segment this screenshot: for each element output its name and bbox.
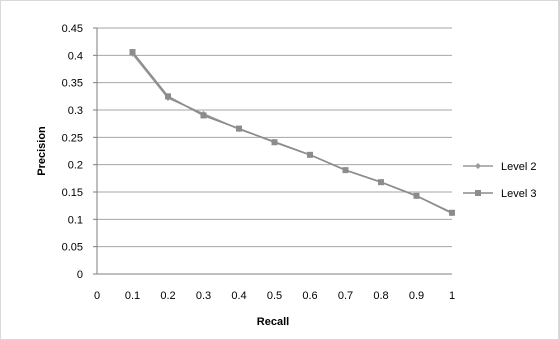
x-axis-title: Recall <box>257 316 289 328</box>
data-point-square <box>200 112 207 119</box>
data-point-square <box>236 125 242 132</box>
legend-label: Level 3 <box>501 188 536 200</box>
y-tick-label: 0.45 <box>62 23 83 35</box>
x-tick-label: 0.2 <box>160 290 175 302</box>
x-tick-label: 1 <box>449 290 455 302</box>
data-point-square <box>449 209 455 216</box>
axis-layer <box>93 27 452 275</box>
y-tick-label: 0 <box>77 269 83 281</box>
x-tick-label: 0.1 <box>125 290 140 302</box>
x-tick-label: 0.5 <box>267 290 282 302</box>
data-point-diamond <box>475 163 481 169</box>
y-axis-title: Precision <box>36 126 48 176</box>
data-point-square <box>378 179 384 186</box>
data-point-square <box>413 192 420 199</box>
y-tick-label: 0.05 <box>62 242 83 254</box>
y-tick-label: 0.35 <box>62 78 83 90</box>
y-tick-labels: 0 0.05 0.1 0.15 0.2 0.25 0.3 0.35 0.4 0.45 <box>62 23 83 281</box>
data-point-square <box>129 49 136 56</box>
data-point-square <box>165 93 171 100</box>
y-tick-label: 0.25 <box>62 132 83 144</box>
y-tick-label: 0.1 <box>68 214 83 226</box>
x-tick-labels: 0 0.1 0.2 0.3 0.4 0.5 0.6 0.7 0.8 0.9 1 <box>94 290 455 302</box>
x-tick-label: 0.8 <box>373 290 388 302</box>
series-line <box>131 53 453 215</box>
legend-item: Level 3 <box>463 188 536 200</box>
data-point-square <box>342 167 349 174</box>
series-line <box>131 51 453 214</box>
grid-layer <box>97 27 452 248</box>
y-tick-label: 0.2 <box>68 160 83 172</box>
data-point-square <box>271 139 278 146</box>
x-tick-label: 0 <box>94 290 100 302</box>
x-tick-label: 0.7 <box>338 290 353 302</box>
series-1 <box>129 49 455 216</box>
y-tick-label: 0.15 <box>62 187 83 199</box>
legend-label: Level 2 <box>501 161 536 173</box>
legend: Level 2 Level 3 <box>463 161 536 200</box>
x-tick-label: 0.3 <box>196 290 211 302</box>
legend-item: Level 2 <box>463 161 536 173</box>
data-point-square <box>475 190 481 196</box>
series-layer <box>129 49 455 217</box>
x-tick-label: 0.6 <box>302 290 317 302</box>
x-tick-label: 0.9 <box>409 290 424 302</box>
x-tick-label: 0.4 <box>231 290 246 302</box>
y-tick-label: 0.3 <box>68 105 83 117</box>
data-point-square <box>307 151 313 158</box>
y-tick-label: 0.4 <box>68 50 83 62</box>
